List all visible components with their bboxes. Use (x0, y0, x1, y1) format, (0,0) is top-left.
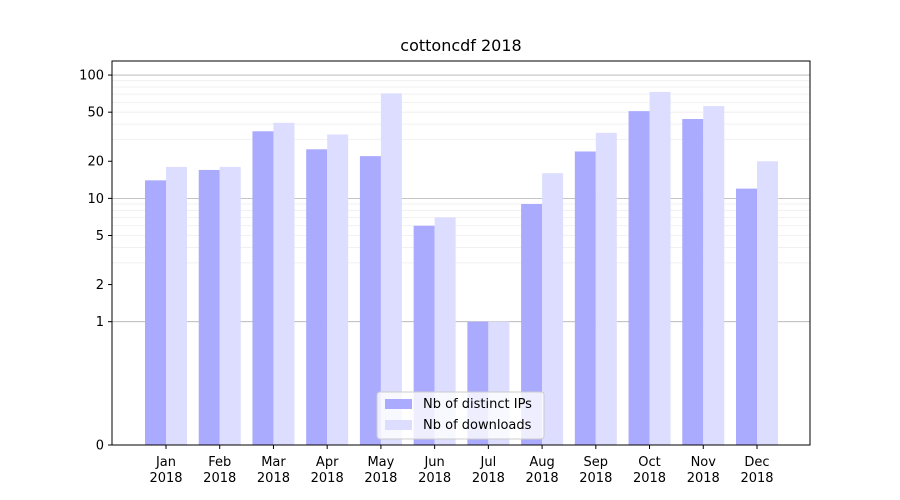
bar-distinct-ips (198, 169, 220, 445)
x-tick-label: Dec 2018 (740, 455, 773, 486)
bar-downloads (703, 106, 725, 445)
bar-distinct-ips (413, 225, 435, 445)
x-tick-label: Nov 2018 (687, 455, 720, 486)
bar-downloads (327, 134, 349, 446)
bar-distinct-ips (628, 111, 650, 446)
bar-downloads (542, 173, 564, 446)
chart-title: cottoncdf 2018 (400, 36, 521, 55)
bar-downloads (434, 217, 456, 445)
x-tick-label: Sep 2018 (579, 455, 612, 486)
y-tick-label: 20 (87, 155, 104, 170)
bar-distinct-ips (359, 156, 381, 445)
y-tick-label: 50 (87, 106, 104, 121)
legend-swatch-distinct-ips (385, 399, 412, 409)
bar-downloads (273, 122, 295, 445)
legend-box (376, 391, 545, 440)
bar-downloads (649, 91, 671, 446)
bar-distinct-ips (252, 131, 274, 446)
x-tick-label: Feb 2018 (203, 455, 236, 486)
legend: Nb of distinct IPs Nb of downloads (376, 391, 545, 440)
bar-distinct-ips (145, 180, 166, 445)
legend-swatch-downloads (385, 420, 412, 430)
y-tick-label: 0 (96, 439, 104, 454)
y-tick-label: 2 (96, 278, 104, 293)
x-tick-label: Apr 2018 (311, 455, 344, 486)
legend-label-distinct-ips: Nb of distinct IPs (423, 397, 532, 412)
y-tick-label: 10 (87, 192, 104, 207)
x-tick-label: Jan 2018 (149, 455, 182, 486)
bar-downloads (380, 93, 402, 446)
bar-distinct-ips (521, 204, 543, 445)
y-tick-label: 100 (79, 69, 104, 84)
bar-distinct-ips (306, 149, 328, 445)
x-tick-label: Aug 2018 (526, 455, 559, 486)
x-axis: Jan 2018 Feb 2018 Mar 2018 Apr 2018 May 2018 Jun 20… (149, 445, 774, 486)
plot-frame (111, 60, 811, 446)
bar-distinct-ips (736, 188, 757, 446)
bar-downloads (757, 161, 778, 445)
x-tick-label: Mar 2018 (257, 455, 290, 486)
x-tick-label: May 2018 (364, 455, 397, 486)
x-tick-label: Oct 2018 (633, 455, 666, 486)
bar-downloads (219, 166, 241, 445)
y-tick-label: 1 (96, 315, 104, 330)
bar-distinct-ips (682, 119, 704, 446)
y-axis: 0 1 2 5 10 20 50 100 (79, 69, 112, 454)
x-tick-label: Jul 2018 (472, 455, 505, 486)
bar-downloads (595, 132, 617, 445)
bar-downloads (166, 166, 187, 445)
bar-distinct-ips (574, 151, 596, 445)
y-tick-label: 5 (96, 229, 104, 244)
x-tick-label: Jun 2018 (418, 455, 451, 486)
bars (145, 91, 778, 446)
legend-label-downloads: Nb of downloads (423, 418, 532, 433)
